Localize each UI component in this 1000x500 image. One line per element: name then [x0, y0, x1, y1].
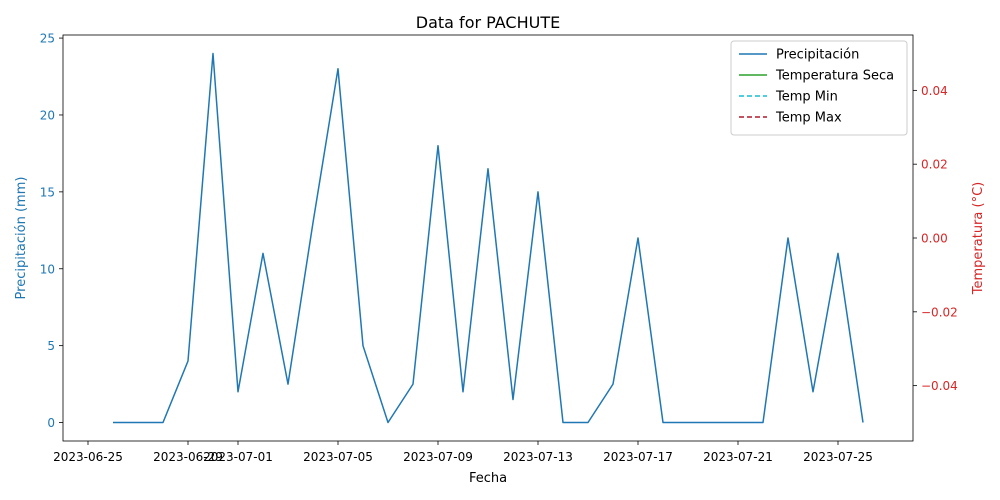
x-tick-label: 2023-07-17 [603, 450, 673, 464]
left-y-tick-label: 25 [40, 32, 55, 46]
right-y-tick-label: −0.04 [921, 379, 958, 393]
right-y-tick-label: 0.02 [921, 158, 948, 172]
legend-label: Temperatura Seca [775, 69, 894, 84]
chart-title: Data for PACHUTE [416, 13, 560, 32]
legend-label: Temp Min [775, 90, 838, 105]
right-y-tick-label: −0.02 [921, 305, 958, 319]
x-axis-label: Fecha [469, 471, 507, 486]
x-tick-label: 2023-06-29 [153, 450, 223, 464]
right-y-tick-label: 0.04 [921, 84, 948, 98]
legend: Precipitación Temperatura Seca Temp Min Tem… [730, 40, 908, 136]
x-tick-label: 2023-07-05 [303, 450, 373, 464]
left-y-axis-label: Precipitación (mm) [14, 177, 29, 300]
left-y-tick-label: 0 [47, 416, 55, 430]
right-y-axis-label: Temperatura (°C) [971, 182, 986, 295]
x-tick-label: 2023-06-25 [53, 450, 123, 464]
right-y-tick-label: 0.00 [921, 232, 948, 246]
left-y-tick-label: 15 [40, 185, 55, 199]
x-tick-label: 2023-07-01 [203, 450, 273, 464]
x-tick-label: 2023-07-09 [403, 450, 473, 464]
legend-label: Precipitación [776, 48, 859, 63]
left-y-tick-label: 5 [47, 339, 55, 353]
x-tick-label: 2023-07-13 [503, 450, 573, 464]
legend-label: Temp Max [775, 111, 842, 126]
x-tick-label: 2023-07-25 [803, 450, 873, 464]
left-y-tick-label: 20 [40, 108, 55, 122]
series-line-0 [113, 52, 864, 424]
x-tick-label: 2023-07-21 [703, 450, 773, 464]
legend-box [730, 40, 908, 136]
left-y-tick-label: 10 [40, 262, 55, 276]
